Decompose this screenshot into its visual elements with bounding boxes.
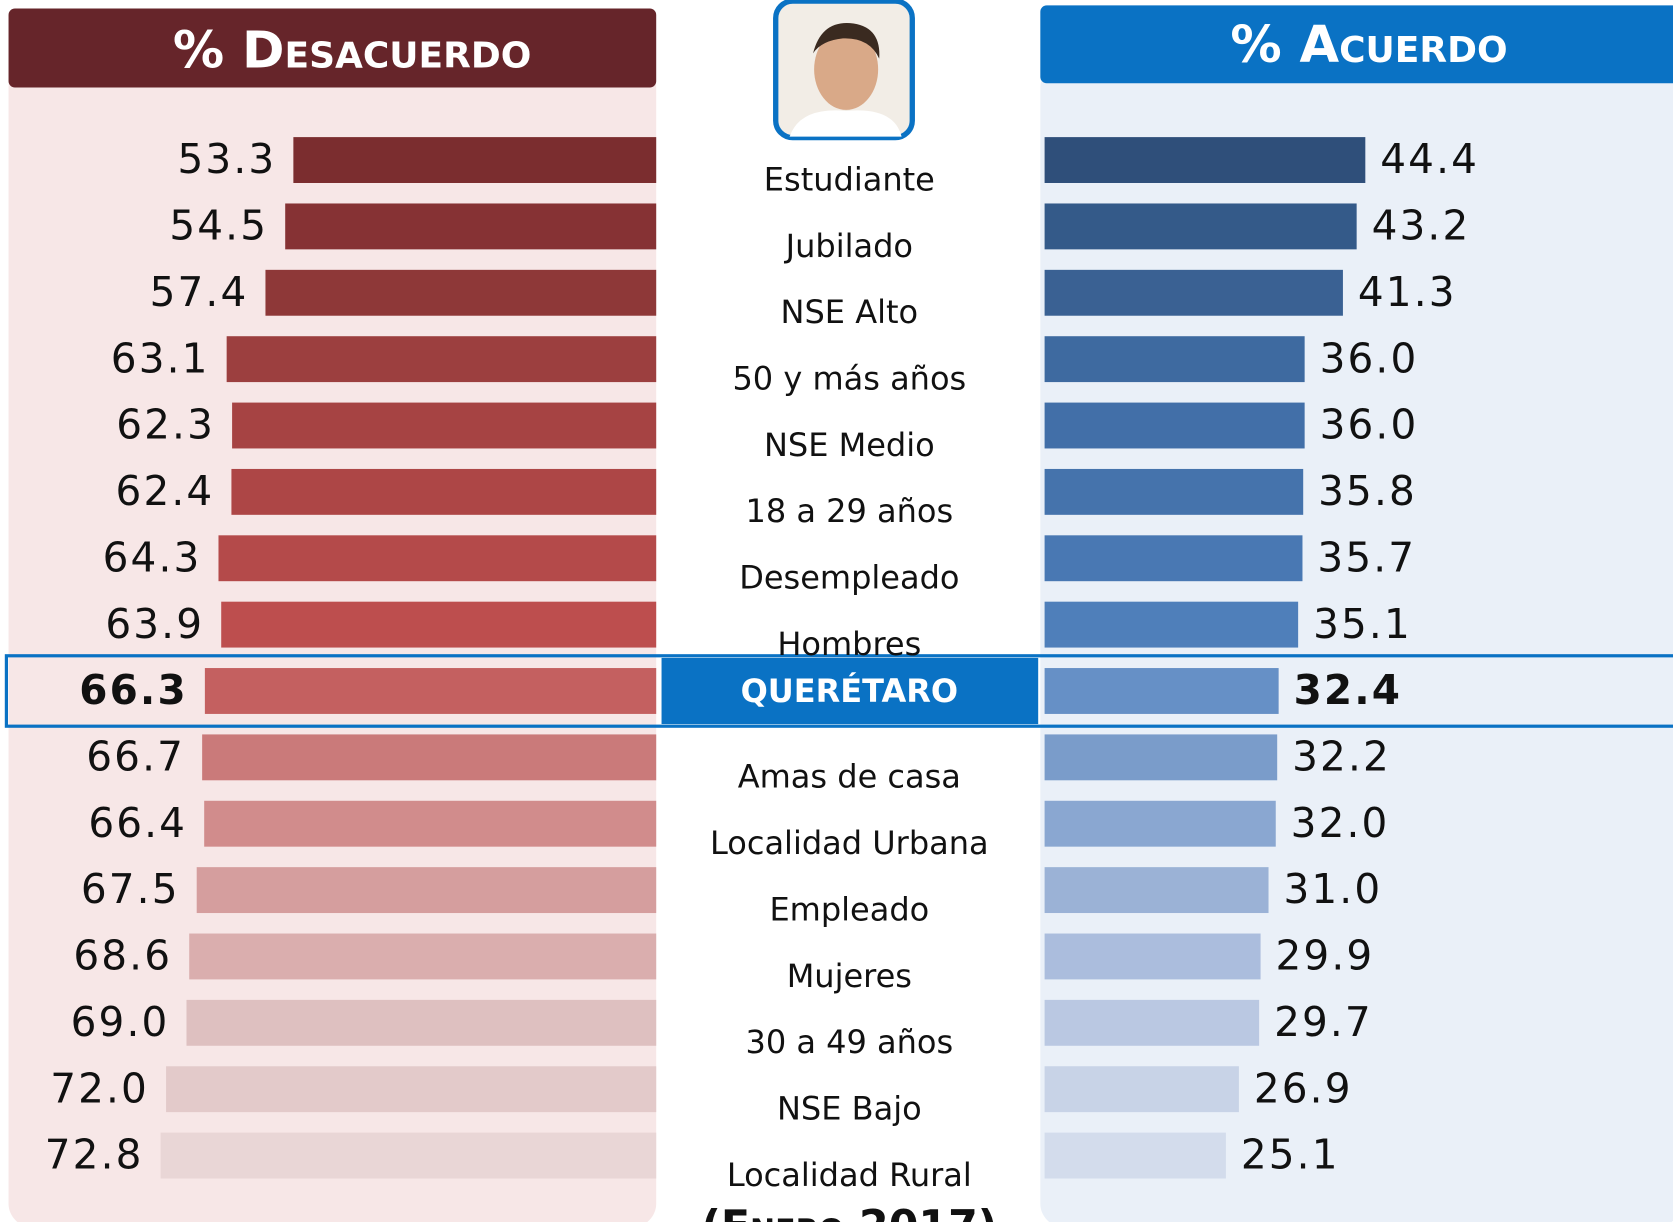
- value-label: 53.3: [177, 135, 276, 183]
- category-label: Mujeres: [787, 957, 912, 995]
- bar-desacuerdo: [293, 137, 657, 183]
- value-label: 68.6: [73, 932, 172, 980]
- value-label: 35.7: [1317, 533, 1416, 581]
- left-header: [8, 8, 657, 88]
- value-label: 26.9: [1254, 1064, 1353, 1112]
- category-label: NSE Alto: [781, 293, 919, 331]
- value-label: 66.3: [79, 666, 188, 714]
- value-label: 32.2: [1292, 732, 1391, 780]
- bar-acuerdo: [1044, 1066, 1239, 1113]
- bar-desacuerdo: [221, 601, 657, 648]
- category-label: Amas de casa: [738, 758, 961, 796]
- bar-desacuerdo: [204, 800, 657, 847]
- bar-desacuerdo: [231, 468, 657, 515]
- right-title: % Acuerdo: [1230, 15, 1507, 75]
- category-label: Localidad Urbana: [710, 824, 989, 862]
- bar-acuerdo: [1044, 468, 1304, 515]
- value-label: 66.4: [88, 799, 187, 847]
- bar-desacuerdo: [160, 1132, 657, 1179]
- category-label: Desempleado: [739, 559, 959, 597]
- chart-body: % Desacuerdo % Acuerdo (Enero 2017) Estu…: [4, 0, 1673, 1222]
- value-label: 41.3: [1358, 268, 1457, 316]
- bar-desacuerdo: [226, 336, 657, 383]
- value-label: 63.1: [111, 334, 210, 382]
- highlight-frame: [4, 654, 1673, 728]
- category-label: Localidad Rural: [727, 1156, 972, 1194]
- value-label: 32.0: [1291, 799, 1390, 847]
- category-label: Empleado: [769, 890, 929, 928]
- category-label: QUERÉTARO: [741, 672, 959, 710]
- bar-acuerdo: [1044, 137, 1366, 183]
- bar-acuerdo: [1044, 933, 1261, 980]
- value-label: 44.4: [1380, 135, 1479, 183]
- value-label: 29.9: [1276, 932, 1375, 980]
- value-label: 43.2: [1372, 202, 1471, 250]
- bar-acuerdo: [1044, 867, 1269, 914]
- bar-desacuerdo: [186, 999, 657, 1046]
- category-label: Estudiante: [764, 160, 935, 198]
- category-label: 50 y más años: [732, 359, 966, 397]
- value-label: 72.8: [45, 1131, 144, 1179]
- bar-acuerdo: [1044, 668, 1279, 714]
- value-label: 35.8: [1318, 467, 1417, 515]
- category-label: NSE Medio: [764, 426, 935, 464]
- value-label: 36.0: [1320, 334, 1419, 382]
- bar-desacuerdo: [196, 867, 657, 914]
- bar-desacuerdo: [232, 402, 657, 449]
- bar-desacuerdo: [166, 1066, 657, 1113]
- left-title: % Desacuerdo: [173, 20, 531, 80]
- bar-acuerdo: [1044, 535, 1303, 582]
- value-label: 25.1: [1241, 1131, 1340, 1179]
- value-label: 54.5: [169, 202, 268, 250]
- bar-acuerdo: [1044, 269, 1343, 316]
- bar-acuerdo: [1044, 336, 1305, 383]
- value-label: 66.7: [86, 732, 185, 780]
- value-label: 36.0: [1320, 401, 1419, 449]
- value-label: 67.5: [81, 865, 180, 913]
- value-label: 62.4: [116, 467, 215, 515]
- bar-acuerdo: [1044, 1132, 1226, 1179]
- value-label: 35.1: [1313, 600, 1412, 648]
- bar-acuerdo: [1044, 734, 1278, 781]
- bar-desacuerdo: [202, 734, 657, 781]
- bar-acuerdo: [1044, 999, 1260, 1046]
- bar-acuerdo: [1044, 203, 1357, 250]
- subtitle: (Enero 2017): [701, 1202, 997, 1222]
- value-label: 57.4: [150, 268, 249, 316]
- bar-acuerdo: [1044, 402, 1305, 449]
- bar-desacuerdo: [189, 933, 657, 980]
- category-label: 18 a 29 años: [745, 492, 953, 530]
- value-label: 31.0: [1283, 865, 1382, 913]
- category-label: Jubilado: [784, 227, 913, 265]
- value-label: 29.7: [1274, 998, 1373, 1046]
- value-label: 69.0: [71, 998, 170, 1046]
- value-label: 62.3: [116, 401, 215, 449]
- bar-desacuerdo: [218, 535, 657, 582]
- category-label: Hombres: [777, 625, 921, 663]
- value-label: 64.3: [103, 533, 202, 581]
- bar-acuerdo: [1044, 601, 1299, 648]
- value-label: 32.4: [1294, 666, 1403, 714]
- bar-desacuerdo: [265, 269, 657, 316]
- bar-desacuerdo: [204, 668, 657, 714]
- portrait: [773, 0, 915, 141]
- bar-acuerdo: [1044, 800, 1276, 847]
- category-label: 30 a 49 años: [745, 1023, 953, 1061]
- right-header: [1040, 5, 1673, 84]
- category-label: NSE Bajo: [777, 1090, 922, 1128]
- bar-desacuerdo: [285, 203, 657, 250]
- value-label: 63.9: [105, 600, 204, 648]
- value-label: 72.0: [50, 1064, 149, 1112]
- highlight-center: [661, 657, 1039, 725]
